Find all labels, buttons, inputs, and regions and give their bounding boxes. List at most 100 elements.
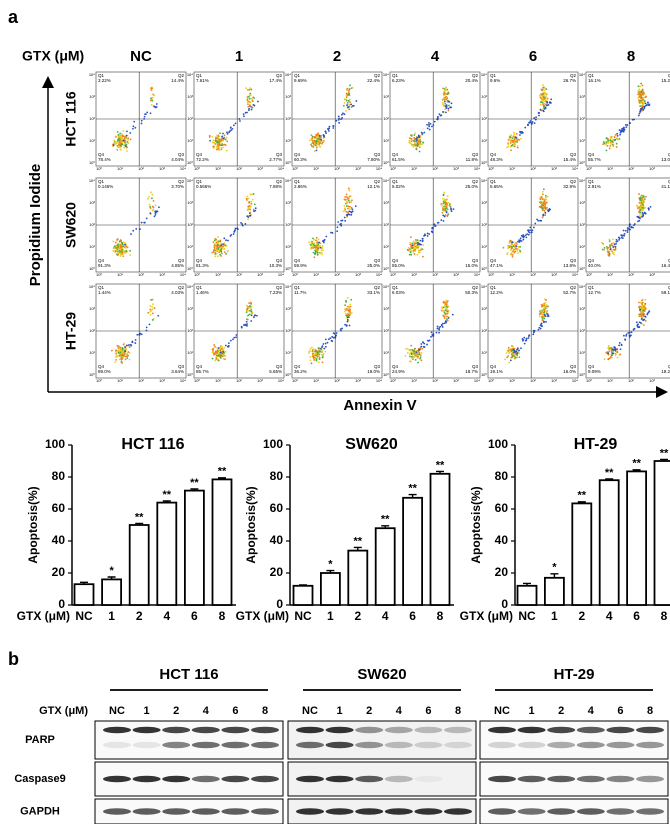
event-dot — [336, 120, 338, 122]
axis-tick-label: 10⁴ — [180, 378, 186, 383]
quadrant-percent: 89.0% — [98, 369, 111, 374]
event-dot — [511, 247, 513, 249]
event-dot — [309, 139, 311, 141]
event-dot — [447, 320, 449, 322]
event-dot — [217, 236, 219, 238]
event-dot — [446, 215, 448, 217]
event-dot — [217, 255, 219, 257]
event-dot — [217, 250, 219, 252]
event-dot — [543, 93, 545, 95]
event-dot — [416, 141, 418, 143]
event-dot — [214, 352, 216, 354]
blot-band — [133, 727, 161, 733]
quadrant-percent: 40.0% — [588, 263, 601, 268]
axis-tick-label: 10³ — [453, 272, 459, 277]
significance: ** — [381, 514, 390, 526]
event-dot — [147, 312, 149, 314]
event-dot — [516, 141, 518, 143]
event-dot — [443, 220, 445, 222]
event-dot — [249, 212, 251, 214]
significance: ** — [578, 490, 587, 502]
event-dot — [330, 232, 332, 234]
event-dot — [336, 230, 338, 232]
event-dot — [117, 131, 119, 133]
event-dot — [320, 139, 322, 141]
event-dot — [233, 337, 235, 339]
blot-band — [606, 808, 634, 814]
event-dot — [121, 249, 123, 251]
event-dot — [347, 297, 349, 299]
blot-band — [488, 776, 516, 782]
axis-tick-label: 10¹ — [215, 166, 221, 171]
event-dot — [639, 315, 641, 317]
event-dot — [349, 208, 351, 210]
axis-tick-label: 10⁰ — [579, 372, 585, 377]
axis-tick-label: 10¹ — [285, 350, 291, 355]
event-dot — [309, 350, 311, 352]
event-dot — [618, 344, 620, 346]
significance: ** — [218, 466, 227, 478]
event-dot — [416, 145, 418, 147]
bar — [627, 471, 646, 605]
axis-tick-label: 10⁰ — [383, 266, 389, 271]
event-dot — [246, 215, 248, 217]
blot-band — [162, 808, 190, 814]
event-dot — [333, 332, 335, 334]
event-dot — [126, 357, 128, 359]
event-dot — [446, 211, 448, 213]
event-dot — [328, 130, 330, 132]
event-dot — [313, 354, 315, 356]
event-dot — [319, 145, 321, 147]
x-axis-title: GTX (μM) — [236, 609, 289, 623]
event-dot — [610, 142, 612, 144]
blot-band — [221, 808, 249, 814]
event-dot — [523, 236, 525, 238]
quadrant-percent: 13.8% — [563, 263, 576, 268]
protein-label: PARP — [25, 734, 55, 746]
event-dot — [542, 217, 544, 219]
bar — [102, 579, 121, 605]
axis-tick-label: 10³ — [383, 306, 389, 311]
blot-band — [577, 776, 605, 782]
axis-tick-label: 10⁴ — [376, 272, 382, 277]
event-dot — [119, 148, 121, 150]
axis-tick-label: 10³ — [187, 94, 193, 99]
event-dot — [417, 242, 419, 244]
event-dot — [512, 241, 514, 243]
event-dot — [528, 334, 530, 336]
flow-plot: Q10.146%Q23.70%Q34.85%Q491.3%10⁰10⁰10¹10… — [89, 178, 187, 277]
blot-band — [606, 727, 634, 733]
event-dot — [445, 107, 447, 109]
event-dot — [124, 244, 126, 246]
blot-band — [221, 727, 249, 733]
event-dot — [619, 237, 621, 239]
event-dot — [123, 130, 125, 132]
event-dot — [344, 102, 346, 104]
event-dot — [607, 347, 609, 349]
axis-tick-label: 10³ — [355, 272, 361, 277]
event-dot — [510, 249, 512, 251]
event-dot — [521, 131, 523, 133]
y-tick-label: 100 — [263, 437, 283, 451]
event-dot — [640, 96, 642, 98]
quadrant-percent: 16.0% — [563, 369, 576, 374]
axis-tick-label: 10² — [138, 272, 144, 277]
event-dot — [248, 205, 250, 207]
event-dot — [426, 124, 428, 126]
event-dot — [352, 105, 354, 107]
event-dot — [516, 243, 518, 245]
event-dot — [311, 134, 313, 136]
blot-band — [444, 727, 472, 733]
event-dot — [447, 92, 449, 94]
event-dot — [445, 322, 447, 324]
axis-tick-label: 10² — [236, 166, 242, 171]
event-dot — [410, 251, 412, 253]
quadrant-percent: 61.5% — [392, 157, 405, 162]
event-dot — [616, 146, 618, 148]
event-dot — [323, 136, 325, 138]
event-dot — [639, 202, 641, 204]
event-dot — [254, 203, 256, 205]
event-dot — [444, 215, 446, 217]
event-dot — [315, 353, 317, 355]
event-dot — [447, 310, 449, 312]
